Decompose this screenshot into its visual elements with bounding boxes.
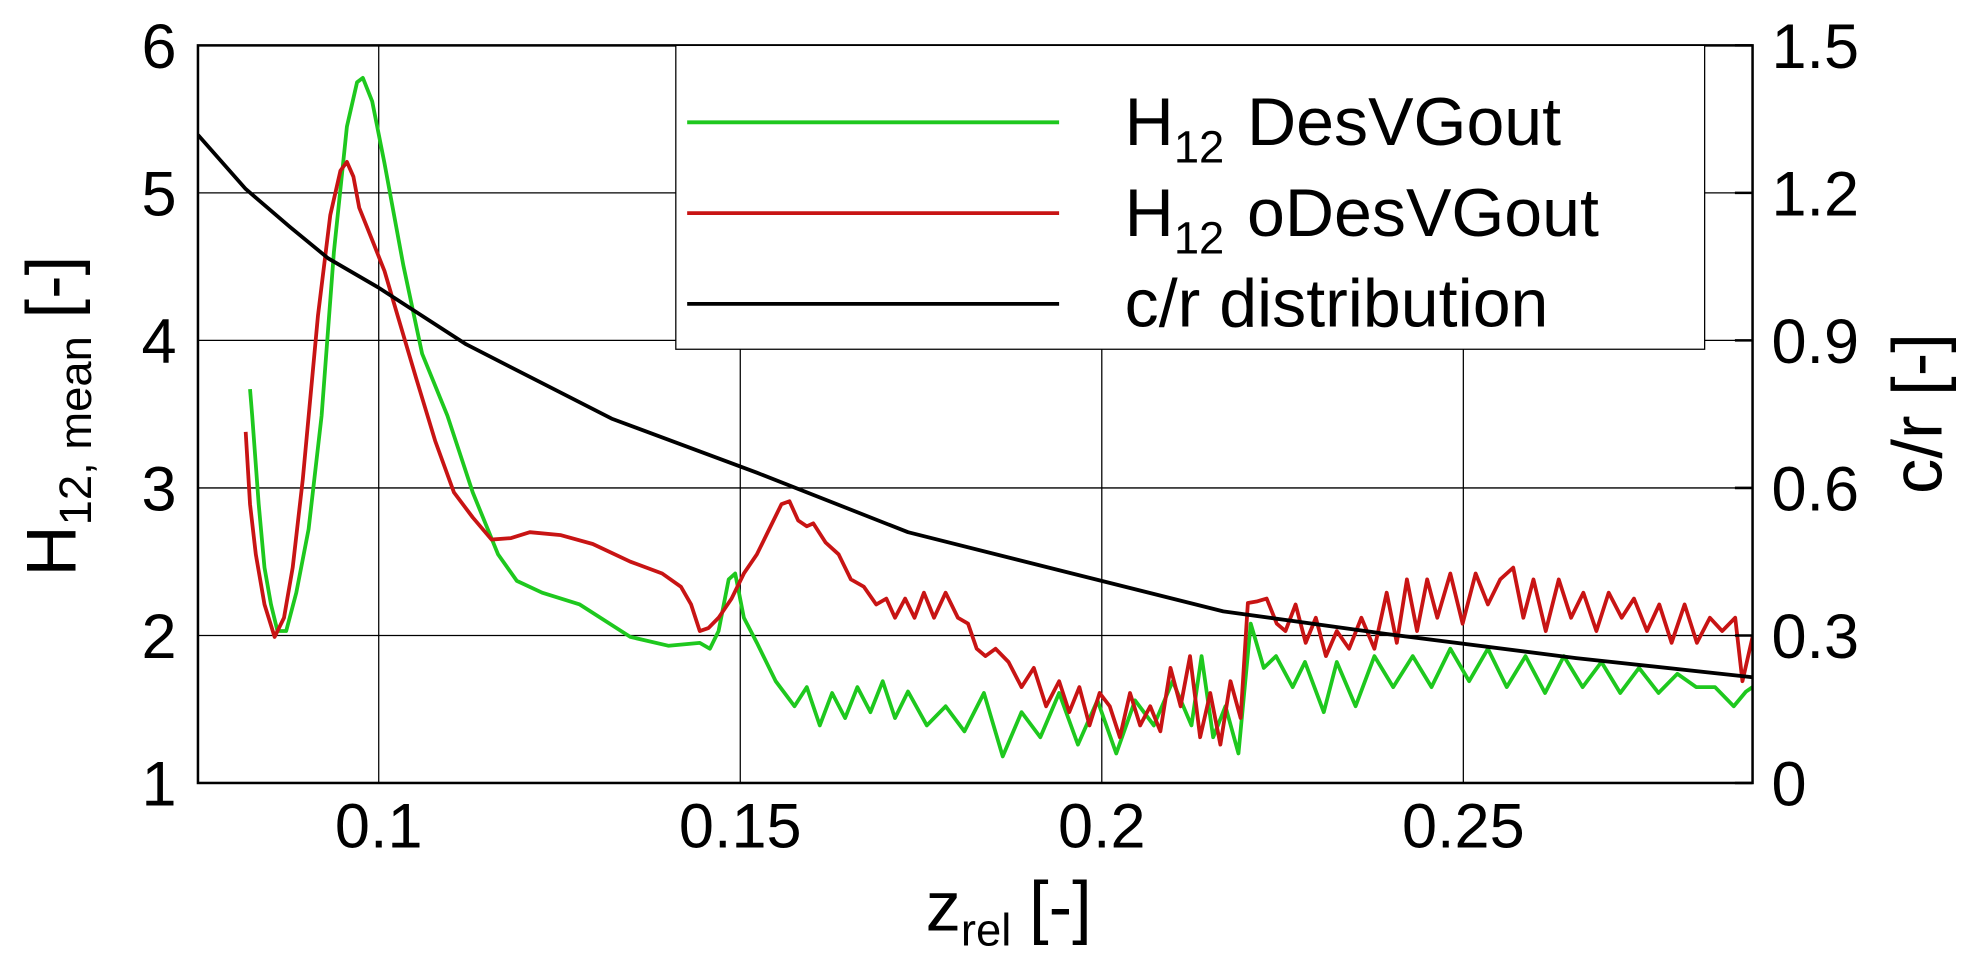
x-label-unit: [-]: [1029, 866, 1092, 945]
x-label-sub: rel: [961, 905, 1011, 956]
series-line: [248, 75, 1753, 759]
x-tick-label: 0.1: [335, 791, 423, 861]
legend-label-base: H: [1125, 175, 1174, 251]
y2-tick-label: 0.6: [1771, 455, 1859, 525]
x-tick-label: 0.25: [1402, 791, 1525, 861]
y2-tick-label: 0.9: [1771, 307, 1859, 377]
y2-tick-label: 1.2: [1771, 160, 1859, 230]
legend-label-sub: 12: [1174, 212, 1224, 263]
y2-axis-label: c/r [-]: [1878, 333, 1957, 494]
series-line: [197, 133, 1753, 680]
y-label-base: H: [12, 525, 91, 576]
legend-label-base: H: [1125, 84, 1174, 160]
series-line: [243, 160, 1753, 747]
y2-tick-label: 0.3: [1771, 602, 1859, 672]
y-axis-label: H12, mean [-]: [12, 256, 101, 577]
y-tick-label: 2: [141, 602, 176, 672]
legend-box: [675, 44, 1706, 350]
y-tick-label: 3: [141, 455, 176, 525]
x-tick-label: 0.15: [679, 791, 802, 861]
y-tick-label: 4: [141, 307, 176, 377]
y2-tick-label: 0: [1771, 750, 1806, 820]
x-axis-label: zrel [-]: [926, 866, 1092, 955]
legend-label-rest: oDesVGout: [1247, 175, 1599, 251]
plot-area: [197, 75, 1753, 759]
legend-label: H12 DesVGout: [1125, 84, 1562, 173]
legend-label-rest: DesVGout: [1247, 84, 1561, 160]
x-label-base: z: [926, 866, 961, 945]
y-label-unit: [-]: [12, 256, 91, 319]
y-tick-label: 5: [141, 160, 176, 230]
x-tick-label: 0.2: [1058, 791, 1146, 861]
legend-label: c/r distribution: [1125, 266, 1549, 342]
y-label-sub: 12, mean: [50, 336, 101, 525]
legend-label-sub: 12: [1174, 122, 1224, 173]
y-tick-label: 1: [141, 750, 176, 820]
y-tick-label: 6: [141, 12, 176, 82]
y2-tick-label: 1.5: [1771, 12, 1859, 82]
legend-label: H12 oDesVGout: [1125, 175, 1599, 264]
